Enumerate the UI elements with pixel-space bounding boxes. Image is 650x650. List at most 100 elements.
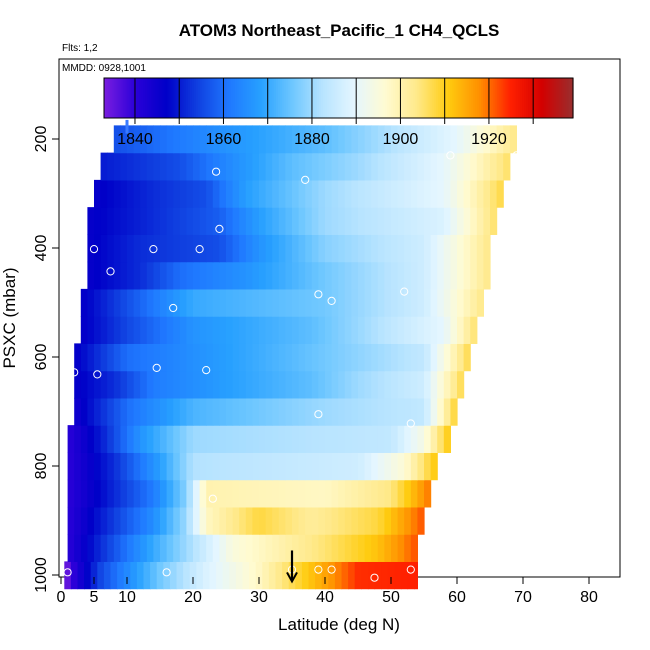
heatmap-cell — [146, 506, 154, 535]
heatmap-cell — [265, 343, 273, 372]
heatmap-cell — [318, 370, 326, 399]
colorbar-segment — [539, 78, 543, 118]
colorbar-segment — [416, 78, 420, 118]
heatmap-cell — [391, 316, 399, 344]
heatmap-cell — [153, 343, 161, 372]
y-tick-label: 800 — [33, 453, 50, 480]
heatmap-cell — [252, 152, 260, 181]
heatmap-cell — [239, 452, 247, 481]
heatmap-cell — [437, 288, 445, 317]
heatmap-cell — [146, 370, 154, 399]
heatmap-row — [87, 234, 491, 263]
heatmap-cell — [437, 370, 445, 399]
heatmap-cell — [232, 207, 240, 235]
heatmap-cell — [202, 561, 211, 590]
heatmap-cell — [417, 261, 425, 290]
heatmap-cell — [344, 207, 352, 235]
heatmap-cell — [410, 343, 418, 372]
heatmap-cell — [166, 534, 174, 562]
colorbar-segment — [436, 78, 439, 118]
colorbar-segment — [320, 78, 324, 118]
heatmap-cell — [153, 125, 161, 154]
heatmap-cell — [321, 561, 329, 590]
heatmap-cell — [87, 207, 95, 235]
heatmap-cell — [450, 234, 458, 263]
colorbar-segment — [109, 78, 113, 118]
heatmap-cell — [272, 152, 280, 181]
heatmap-cell — [127, 207, 135, 235]
colorbar-segment — [211, 78, 215, 118]
heatmap-cell — [305, 179, 313, 208]
heatmap-cell — [259, 316, 267, 344]
colorbar-segment — [375, 78, 379, 118]
colorbar-segment — [146, 78, 150, 118]
colorbar-segment — [424, 78, 428, 118]
heatmap-cell — [377, 534, 385, 562]
heatmap-cell — [338, 261, 346, 290]
heatmap-cell — [364, 234, 372, 263]
heatmap-cell — [305, 234, 313, 263]
heatmap-cell — [292, 316, 300, 344]
heatmap-cell — [219, 179, 227, 208]
y-axis: 200 400 600 800 1000 — [33, 126, 59, 593]
heatmap-cell — [344, 397, 352, 426]
heatmap-cell — [331, 125, 339, 154]
heatmap-cell — [206, 370, 214, 399]
heatmap-cell — [153, 207, 161, 235]
heatmap-cell — [252, 343, 260, 372]
heatmap-cell — [430, 316, 438, 344]
heatmap-cell — [206, 207, 214, 235]
heatmap-cell — [100, 506, 108, 535]
colorbar-segment — [537, 78, 541, 118]
colorbar-segment — [201, 78, 205, 118]
heatmap-cell — [133, 207, 141, 235]
heatmap-cell — [146, 343, 154, 372]
heatmap-cell — [285, 425, 293, 453]
heatmap-cell — [371, 397, 379, 426]
heatmap-cell — [265, 479, 273, 508]
heatmap-cell — [301, 561, 310, 590]
heatmap-cell — [87, 506, 95, 535]
heatmap-cell — [173, 125, 181, 154]
heatmap-cell — [127, 234, 135, 263]
heatmap-cell — [331, 370, 339, 399]
heatmap-cell — [404, 479, 412, 508]
heatmap-cell — [199, 207, 207, 235]
heatmap-cell — [417, 343, 425, 372]
heatmap-cell — [397, 234, 405, 263]
heatmap-cell — [153, 425, 161, 453]
colorbar-segment — [254, 78, 258, 118]
heatmap-cell — [318, 288, 326, 317]
colorbar-segment — [514, 78, 517, 118]
heatmap-cell — [80, 425, 88, 453]
colorbar-segment — [279, 78, 283, 118]
colorbar-segment — [512, 78, 515, 118]
heatmap-cell — [417, 370, 425, 399]
heatmap-cell — [331, 479, 339, 508]
heatmap-cell — [74, 479, 82, 508]
colorbar-segment — [160, 78, 164, 118]
heatmap-cell — [377, 343, 385, 372]
heatmap-cell — [450, 397, 458, 426]
heatmap-cell — [305, 207, 313, 235]
heatmap-cell — [417, 179, 425, 208]
heatmap-cell — [186, 179, 194, 208]
heatmap-cell — [417, 125, 425, 154]
colorbar-segment — [270, 78, 273, 118]
heatmap-cell — [344, 343, 352, 372]
heatmap-cell — [384, 288, 392, 317]
heatmap-cell — [179, 179, 187, 208]
colorbar-segment — [148, 78, 152, 118]
heatmap-cell — [404, 534, 412, 562]
heatmap-cell — [351, 343, 359, 372]
heatmap-cell — [193, 261, 201, 290]
heatmap-cell — [272, 479, 280, 508]
heatmap-cell — [377, 152, 385, 181]
heatmap-cell — [298, 397, 306, 426]
heatmap-cell — [384, 343, 392, 372]
heatmap-cell — [509, 125, 517, 154]
heatmap-cell — [305, 397, 313, 426]
heatmap-cell — [100, 152, 108, 181]
heatmap-cell — [160, 370, 168, 399]
heatmap-cell — [133, 343, 141, 372]
